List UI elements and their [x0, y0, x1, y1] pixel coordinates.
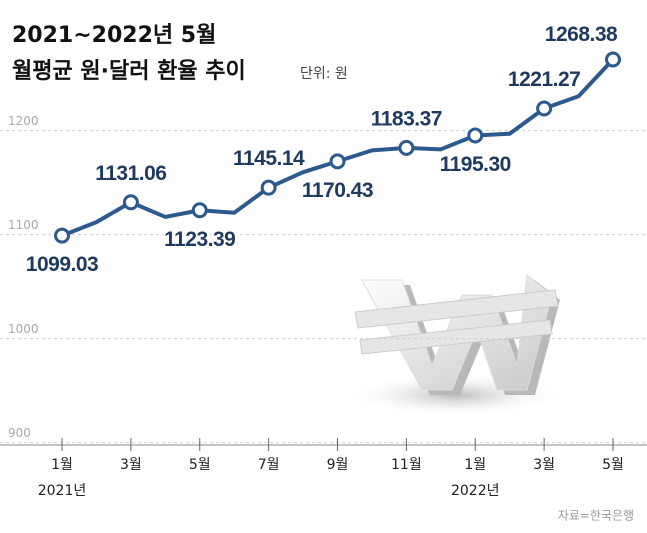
- marker: [536, 100, 553, 117]
- won-symbol: [345, 274, 565, 417]
- x-tick-label: 1월: [51, 457, 73, 473]
- unit-label: 단위: 원: [300, 66, 348, 82]
- value-label: 1170.43: [302, 179, 373, 202]
- source: 자료=한국은행: [558, 508, 634, 523]
- marker: [467, 127, 484, 144]
- marker: [605, 51, 621, 68]
- x-tick-label: 9월: [327, 457, 349, 473]
- x-tick-label: 3월: [120, 457, 142, 473]
- y-tick-label: 900: [8, 426, 31, 440]
- x-year-label: 2022년: [451, 483, 500, 499]
- y-tick-label: 1200: [8, 114, 39, 128]
- x-tick-label: 11월: [391, 457, 422, 473]
- marker: [54, 227, 70, 244]
- value-label: 1123.39: [164, 228, 235, 251]
- y-tick-label: 1000: [8, 322, 39, 336]
- value-label: 1183.37: [371, 107, 442, 130]
- x-year-label: 2021년: [38, 483, 87, 499]
- chart-title: 2021~2022년 5월: [12, 23, 216, 48]
- marker: [398, 139, 415, 156]
- x-tick-label: 7월: [258, 457, 280, 473]
- marker: [260, 179, 277, 196]
- y-tick-label: 1100: [8, 218, 39, 232]
- value-label: 1131.06: [95, 162, 166, 185]
- chart-subtitle: 월평균 원·달러 환율 추이: [12, 59, 246, 84]
- x-tick-label: 5월: [602, 457, 624, 473]
- x-tick-label: 1월: [464, 457, 486, 473]
- value-label: 1268.38: [545, 23, 618, 46]
- x-tick-label: 3월: [533, 457, 555, 473]
- value-label: 1221.27: [508, 68, 580, 91]
- value-label: 1195.30: [440, 153, 511, 176]
- x-tick-label: 5월: [189, 457, 211, 473]
- value-label: 1145.14: [233, 147, 305, 170]
- value-label: 1099.03: [26, 253, 98, 276]
- marker: [191, 202, 208, 219]
- marker: [122, 194, 139, 211]
- marker: [329, 153, 346, 170]
